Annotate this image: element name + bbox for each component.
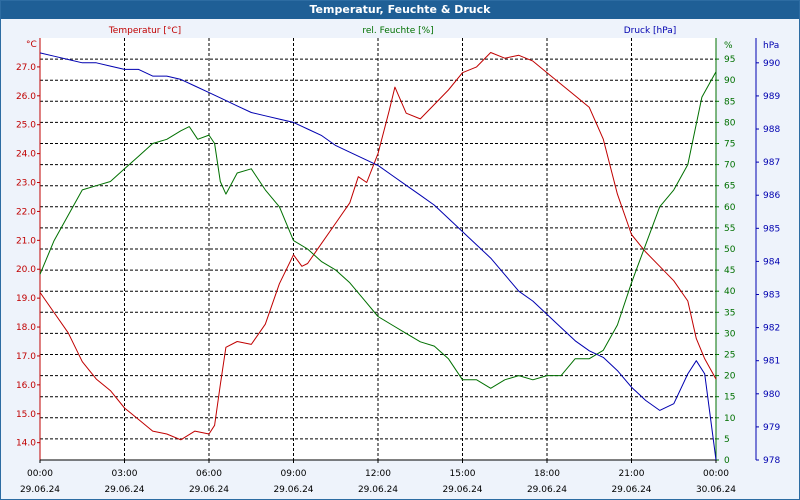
temperature-series-line bbox=[39, 52, 717, 441]
x-tick-date-label: 29.06.24 bbox=[273, 485, 313, 495]
humidity-tick-label: 20 bbox=[724, 372, 736, 382]
x-tick-time-label: 21:00 bbox=[619, 469, 645, 479]
x-tick-date-label: 29.06.24 bbox=[20, 485, 60, 495]
x-tick-time-label: 12:00 bbox=[365, 469, 391, 479]
humidity-tick-label: 45 bbox=[724, 266, 735, 276]
humidity-tick-label: 50 bbox=[724, 245, 736, 255]
x-tick-date-label: 29.06.24 bbox=[527, 485, 567, 495]
temperature-tick-label: 24.0 bbox=[16, 150, 36, 160]
pressure-tick-label: 980 bbox=[763, 390, 780, 400]
tick-labels: 14.0 15.0 16.0 17.0 18.0 19.0 20.0 21.0 22.0 23.0… bbox=[16, 26, 780, 495]
humidity-tick-label: 0 bbox=[724, 456, 730, 466]
humidity-tick-label: 15 bbox=[724, 393, 735, 403]
humidity-tick-label: 85 bbox=[724, 97, 735, 107]
humidity-tick-label: 65 bbox=[724, 182, 735, 192]
humidity-tick-label: 95 bbox=[724, 55, 735, 65]
pressure-tick-label: 983 bbox=[763, 291, 780, 301]
axes bbox=[37, 38, 759, 463]
x-tick-time-label: 03:00 bbox=[112, 469, 138, 479]
humidity-tick-label: 5 bbox=[724, 435, 730, 445]
pressure-tick-label: 988 bbox=[763, 125, 780, 135]
humidity-tick-label: 30 bbox=[724, 329, 736, 339]
pressure-tick-label: 978 bbox=[763, 456, 780, 466]
temperature-tick-label: 23.0 bbox=[16, 179, 36, 189]
x-tick-time-label: 18:00 bbox=[534, 469, 560, 479]
pressure-tick-label: 985 bbox=[763, 224, 780, 234]
x-tick-date-label: 30.06.24 bbox=[696, 485, 736, 495]
humidity-tick-label: 70 bbox=[724, 161, 736, 171]
pressure-tick-label: 990 bbox=[763, 59, 780, 69]
series-lines bbox=[39, 52, 717, 461]
temperature-tick-label: 21.0 bbox=[16, 236, 36, 246]
pressure-tick-label: 982 bbox=[763, 324, 780, 334]
temperature-tick-label: 20.0 bbox=[16, 265, 36, 275]
x-tick-date-label: 29.06.24 bbox=[611, 485, 651, 495]
humidity-tick-label: 60 bbox=[724, 203, 736, 213]
pressure-tick-label: 989 bbox=[763, 92, 780, 102]
pressure-tick-label: 981 bbox=[763, 357, 780, 367]
humidity-tick-label: 40 bbox=[724, 287, 736, 297]
humidity-tick-label: 10 bbox=[724, 414, 736, 424]
temperature-tick-label: 17.0 bbox=[16, 352, 36, 362]
x-tick-date-label: 29.06.24 bbox=[358, 485, 398, 495]
temperature-tick-label: 22.0 bbox=[16, 207, 36, 217]
pressure-series-label: Druck [hPa] bbox=[624, 26, 677, 36]
humidity-tick-label: 90 bbox=[724, 76, 736, 86]
pressure-tick-label: 979 bbox=[763, 423, 780, 433]
temperature-tick-label: 25.0 bbox=[16, 121, 36, 131]
temperature-tick-label: 27.0 bbox=[16, 63, 36, 73]
gridlines bbox=[39, 38, 717, 461]
humidity-series-label: rel. Feuchte [%] bbox=[362, 26, 433, 36]
temperature-tick-label: 16.0 bbox=[16, 381, 36, 391]
pressure-tick-label: 987 bbox=[763, 158, 780, 168]
x-tick-time-label: 06:00 bbox=[196, 469, 222, 479]
humidity-tick-label: 25 bbox=[724, 351, 735, 361]
humidity-tick-label: 55 bbox=[724, 224, 735, 234]
x-tick-date-label: 29.06.24 bbox=[442, 485, 482, 495]
humidity-tick-label: 80 bbox=[724, 118, 736, 128]
humidity-tick-label: 35 bbox=[724, 308, 735, 318]
humidity-tick-label: 75 bbox=[724, 140, 735, 150]
temperature-tick-label: 15.0 bbox=[16, 410, 36, 420]
x-tick-time-label: 00:00 bbox=[27, 469, 53, 479]
temperature-series-label: Temperatur [°C] bbox=[108, 26, 181, 36]
pressure-tick-label: 984 bbox=[763, 257, 780, 267]
temperature-tick-label: 26.0 bbox=[16, 92, 36, 102]
temperature-tick-label: 14.0 bbox=[16, 439, 36, 449]
x-tick-time-label: 09:00 bbox=[281, 469, 307, 479]
pressure-unit-label: hPa bbox=[763, 41, 779, 51]
x-tick-date-label: 29.06.24 bbox=[189, 485, 229, 495]
pressure-series-line bbox=[39, 52, 717, 461]
pressure-tick-label: 986 bbox=[763, 191, 780, 201]
humidity-unit-label: % bbox=[724, 41, 733, 51]
temperature-tick-label: 18.0 bbox=[16, 323, 36, 333]
chart-title: Temperatur, Feuchte & Druck bbox=[1, 1, 799, 19]
temperature-tick-label: 19.0 bbox=[16, 294, 36, 304]
x-tick-date-label: 29.06.24 bbox=[104, 485, 144, 495]
temperature-unit-label: °C bbox=[26, 40, 37, 50]
x-tick-time-label: 15:00 bbox=[450, 469, 476, 479]
x-tick-time-label: 00:00 bbox=[703, 469, 729, 479]
